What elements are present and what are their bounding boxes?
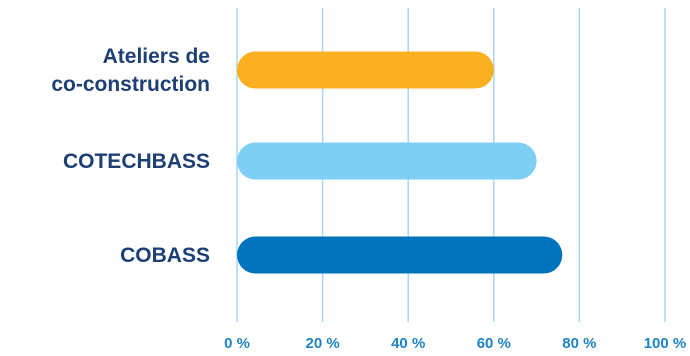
bars	[237, 51, 563, 274]
bar	[237, 142, 537, 180]
category-labels: Ateliers de co-construction COTECHBASS COBA…	[51, 45, 210, 267]
x-tick-label: 40 %	[391, 335, 425, 352]
bar	[237, 51, 494, 89]
category-label: COTECHBASS	[63, 150, 210, 173]
x-tick-labels: 0 % 20 % 40 % 60 % 80 % 100 %	[224, 335, 686, 352]
x-tick-label: 0 %	[224, 335, 250, 352]
category-label: Ateliers de co-construction	[51, 45, 210, 96]
x-tick-label: 60 %	[477, 335, 511, 352]
category-label: COBASS	[120, 244, 210, 267]
x-tick-label: 20 %	[305, 335, 339, 352]
bar	[237, 236, 563, 274]
x-tick-label: 100 %	[644, 335, 687, 352]
x-tick-label: 80 %	[562, 335, 596, 352]
